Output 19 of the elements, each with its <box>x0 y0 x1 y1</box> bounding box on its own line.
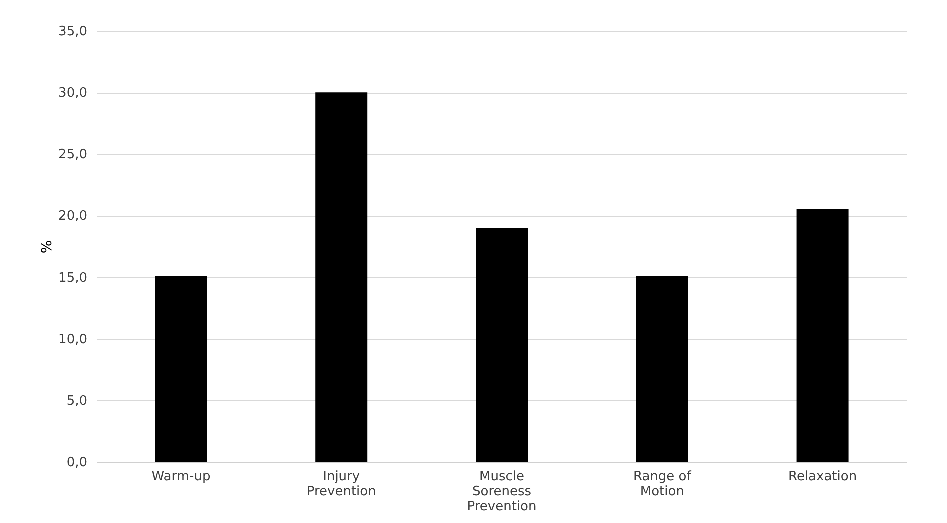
bar <box>636 276 688 462</box>
y-tick-label: 25,0 <box>58 148 88 163</box>
bar <box>155 276 208 462</box>
y-axis-title: % <box>40 240 56 254</box>
y-tick-label: 15,0 <box>58 270 88 286</box>
y-tick-label: 5,0 <box>66 394 88 409</box>
y-tick-label: 10,0 <box>58 332 88 348</box>
x-tick-label: Range of Motion <box>633 470 692 500</box>
x-tick-label: Muscle Soreness Prevention <box>467 470 537 514</box>
bar <box>476 228 528 462</box>
x-tick-label: Relaxation <box>788 470 858 484</box>
y-tick-label: 20,0 <box>58 209 88 224</box>
bar <box>796 210 849 462</box>
y-tick-label: 35,0 <box>58 24 88 40</box>
x-tick-label: Injury Prevention <box>306 470 376 500</box>
x-tick-label: Warm-up <box>152 470 211 484</box>
y-tick-label: 0,0 <box>66 456 88 470</box>
bar <box>316 92 368 462</box>
y-tick-label: 30,0 <box>58 86 88 102</box>
